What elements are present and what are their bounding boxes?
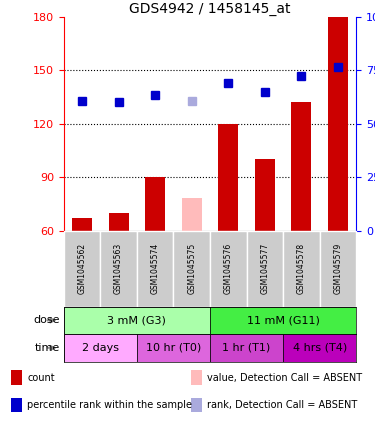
Text: 10 hr (T0): 10 hr (T0) bbox=[146, 343, 201, 353]
Text: GSM1045563: GSM1045563 bbox=[114, 243, 123, 294]
Text: 1 hr (T1): 1 hr (T1) bbox=[222, 343, 271, 353]
Text: 2 days: 2 days bbox=[82, 343, 119, 353]
Text: time: time bbox=[35, 343, 60, 353]
Bar bbox=[11, 398, 22, 412]
Text: dose: dose bbox=[33, 316, 60, 325]
Bar bbox=[137, 231, 173, 307]
Bar bbox=[64, 334, 137, 362]
Bar bbox=[210, 334, 283, 362]
Text: GSM1045577: GSM1045577 bbox=[260, 243, 269, 294]
Bar bbox=[145, 177, 165, 231]
Bar bbox=[137, 334, 210, 362]
Text: GSM1045575: GSM1045575 bbox=[187, 243, 196, 294]
Bar bbox=[108, 213, 129, 231]
Bar bbox=[11, 371, 22, 385]
Text: 3 mM (G3): 3 mM (G3) bbox=[107, 316, 166, 325]
Text: 4 hrs (T4): 4 hrs (T4) bbox=[292, 343, 347, 353]
Bar bbox=[320, 231, 356, 307]
Text: rank, Detection Call = ABSENT: rank, Detection Call = ABSENT bbox=[207, 400, 357, 410]
Bar bbox=[64, 307, 210, 334]
Bar bbox=[210, 231, 247, 307]
Bar bbox=[291, 102, 312, 231]
Bar bbox=[100, 231, 137, 307]
Bar bbox=[218, 124, 238, 231]
Bar bbox=[64, 231, 100, 307]
Text: 11 mM (G11): 11 mM (G11) bbox=[247, 316, 320, 325]
Text: GSM1045562: GSM1045562 bbox=[78, 243, 87, 294]
Bar bbox=[255, 159, 275, 231]
Bar bbox=[72, 218, 92, 231]
Bar bbox=[173, 231, 210, 307]
Bar bbox=[210, 307, 356, 334]
Title: GDS4942 / 1458145_at: GDS4942 / 1458145_at bbox=[129, 2, 291, 16]
Text: GSM1045574: GSM1045574 bbox=[151, 243, 160, 294]
Bar bbox=[247, 231, 283, 307]
Text: GSM1045578: GSM1045578 bbox=[297, 243, 306, 294]
Text: percentile rank within the sample: percentile rank within the sample bbox=[27, 400, 192, 410]
Bar bbox=[182, 198, 202, 231]
Text: GSM1045576: GSM1045576 bbox=[224, 243, 233, 294]
Text: count: count bbox=[27, 373, 55, 382]
Text: value, Detection Call = ABSENT: value, Detection Call = ABSENT bbox=[207, 373, 362, 382]
Bar bbox=[191, 398, 202, 412]
Text: GSM1045579: GSM1045579 bbox=[333, 243, 342, 294]
Bar bbox=[328, 17, 348, 231]
Bar bbox=[283, 334, 356, 362]
Bar bbox=[283, 231, 320, 307]
Bar bbox=[191, 371, 202, 385]
